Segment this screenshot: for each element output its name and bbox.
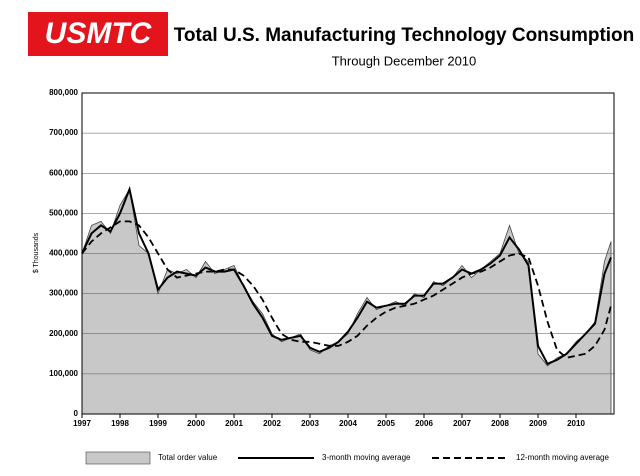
x-tick-label: 2005 — [377, 419, 395, 428]
x-tick-label: 2000 — [187, 419, 205, 428]
line — [81, 185, 612, 366]
y-tick-label: 800,000 — [49, 88, 78, 97]
line — [81, 220, 612, 359]
plot-border — [81, 92, 615, 415]
legend-label: 12-month moving average — [516, 453, 609, 462]
y-axis-label: $ Thousands — [33, 232, 40, 273]
legend-label: Total order value — [158, 453, 218, 462]
y-tick-label: 300,000 — [49, 289, 78, 298]
x-tick-label: 1998 — [111, 419, 129, 428]
y-tick-label: 700,000 — [49, 128, 78, 137]
x-tick-label: 2004 — [339, 419, 357, 428]
legend-swatch — [85, 451, 151, 465]
x-tick-label: 2007 — [453, 419, 471, 428]
x-tick-label: 1997 — [73, 419, 91, 428]
x-tick-label: 2001 — [225, 419, 243, 428]
chart-subtitle: Through December 2010 — [332, 53, 477, 68]
x-tick-label: 1999 — [149, 419, 167, 428]
logo: USMTC — [45, 17, 153, 50]
y-tick-label: 0 — [74, 409, 79, 418]
chart-title: Total U.S. Manufacturing Technology Cons… — [174, 25, 635, 46]
x-tick-label: 2009 — [529, 419, 547, 428]
x-tick-label: 2008 — [491, 419, 509, 428]
y-tick-label: 400,000 — [49, 249, 78, 258]
logo-box — [28, 12, 168, 56]
y-tick-label: 200,000 — [49, 329, 78, 338]
y-tick-label: 600,000 — [49, 168, 78, 177]
area — [81, 188, 612, 415]
y-tick-label: 100,000 — [49, 369, 78, 378]
x-tick-label: 2003 — [301, 419, 319, 428]
y-tick-label: 500,000 — [49, 208, 78, 217]
legend-label: 3-month moving average — [322, 453, 411, 462]
x-tick-label: 2002 — [263, 419, 281, 428]
x-tick-label: 2010 — [567, 419, 585, 428]
x-tick-label: 2006 — [415, 419, 433, 428]
